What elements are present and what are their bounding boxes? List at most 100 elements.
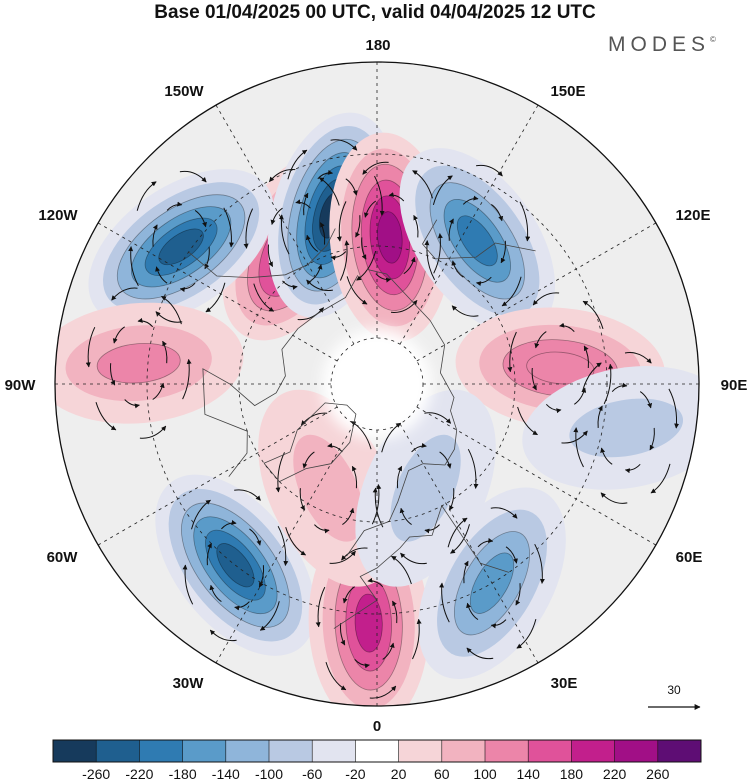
lon-label-150e: 150E xyxy=(550,83,585,100)
colorbar-swatch xyxy=(96,740,140,762)
wind-arrow xyxy=(371,484,382,525)
wind-arrow xyxy=(179,170,207,183)
wind-arrow xyxy=(500,240,506,264)
wind-arrow xyxy=(128,246,139,287)
pole-region xyxy=(322,329,432,439)
wind-arrow xyxy=(466,647,494,660)
wind-arrow xyxy=(356,250,377,281)
wind-arrow xyxy=(182,564,194,605)
anomaly-positive-5 xyxy=(55,302,244,424)
wind-arrow xyxy=(310,264,323,282)
wind-arrow xyxy=(350,421,372,450)
colorbar-tick-label: -100 xyxy=(255,766,283,782)
colorbar-swatch xyxy=(441,740,486,762)
wind-arrow xyxy=(561,430,588,444)
wind-arrow xyxy=(463,560,469,584)
wind-arrow xyxy=(515,583,521,606)
wind-arrow xyxy=(447,517,468,548)
anomaly-negative-7 xyxy=(522,366,699,490)
brand-mark: © xyxy=(710,35,716,44)
wind-arrow xyxy=(139,425,167,439)
wind-arrow xyxy=(342,586,355,604)
lon-label-90e: 90E xyxy=(721,377,748,394)
lon-label-60e: 60E xyxy=(676,549,703,566)
wind-arrow xyxy=(611,382,628,392)
wind-arrow xyxy=(581,362,602,393)
wind-arrow xyxy=(439,451,452,469)
anomaly-contour xyxy=(377,211,403,264)
wind-arrow xyxy=(439,582,450,623)
colorbar-tick-label: 140 xyxy=(517,766,541,782)
wind-arrow xyxy=(369,685,397,699)
colorbar-swatch xyxy=(312,740,356,762)
wind-arrow xyxy=(267,244,274,267)
wind-reference-value: 30 xyxy=(667,683,681,697)
wind-arrow xyxy=(234,489,261,501)
wind-arrow xyxy=(574,387,587,405)
wind-arrow xyxy=(249,528,262,546)
colorbar-swatch xyxy=(182,740,227,762)
wind-arrow xyxy=(505,546,518,564)
wind-arrow xyxy=(491,203,504,222)
wind-arrow xyxy=(412,170,433,199)
anomaly-contour xyxy=(293,434,364,542)
coastline xyxy=(188,228,336,279)
wind-arrow xyxy=(112,326,125,344)
wind-arrow xyxy=(306,279,333,291)
wind-arrow xyxy=(209,629,237,642)
lon-label-120w: 120W xyxy=(38,207,78,224)
wind-arrow xyxy=(300,412,328,426)
anomaly-contour xyxy=(96,342,181,384)
wind-arrow xyxy=(155,266,168,284)
wind-arrow xyxy=(412,618,422,660)
wind-arrow xyxy=(639,391,653,409)
wind-arrow xyxy=(517,406,538,436)
wind-arrow xyxy=(490,619,507,629)
colorbar-tick-label: 100 xyxy=(473,766,497,782)
wind-arrow xyxy=(531,367,537,391)
lon-label-30e: 30E xyxy=(551,675,578,692)
wind-arrow xyxy=(191,499,211,530)
colorbar-tick-label: 180 xyxy=(560,766,584,782)
colorbar-swatch xyxy=(614,740,659,762)
anomaly-contour xyxy=(158,228,204,266)
wind-arrow xyxy=(476,164,503,177)
wind-arrow xyxy=(315,586,326,628)
anomaly-contour xyxy=(354,593,383,653)
wind-arrow xyxy=(270,207,283,225)
wind-arrow xyxy=(179,282,196,293)
colorbar-swatch xyxy=(53,740,97,762)
wind-arrow xyxy=(392,600,398,624)
wind-arrow xyxy=(355,215,361,238)
wind-arrow xyxy=(411,442,427,453)
wind-arrow xyxy=(161,295,182,325)
wind-arrow xyxy=(137,317,154,328)
colorbar-frame xyxy=(52,739,702,763)
wind-arrow xyxy=(396,465,403,489)
lon-label-120e: 120E xyxy=(675,207,710,224)
wind-arrow xyxy=(507,331,517,373)
wind-arrow xyxy=(295,199,311,209)
wind-arrow xyxy=(302,451,315,469)
wind-arrow xyxy=(305,234,319,252)
wind-arrow xyxy=(136,181,157,211)
wind-arrow xyxy=(432,175,453,206)
wind-arrow xyxy=(330,139,358,151)
wind-arrow xyxy=(391,555,412,585)
wind-arrow xyxy=(501,276,522,307)
wind-arrow xyxy=(534,543,545,584)
wind-arrow xyxy=(467,448,479,489)
wind-arrow xyxy=(573,427,584,468)
lon-label-90w: 90W xyxy=(5,377,37,394)
colorbar-tick-label: 220 xyxy=(603,766,627,782)
wind-arrow xyxy=(390,300,418,313)
graticule xyxy=(55,62,699,706)
wind-arrow xyxy=(111,287,138,301)
wind-arrow xyxy=(477,537,494,548)
colorbar-swatch xyxy=(269,740,313,762)
wind-arrow xyxy=(234,601,250,611)
coastline xyxy=(346,269,458,557)
wind-arrow xyxy=(545,403,562,414)
wind-arrow xyxy=(388,192,405,202)
